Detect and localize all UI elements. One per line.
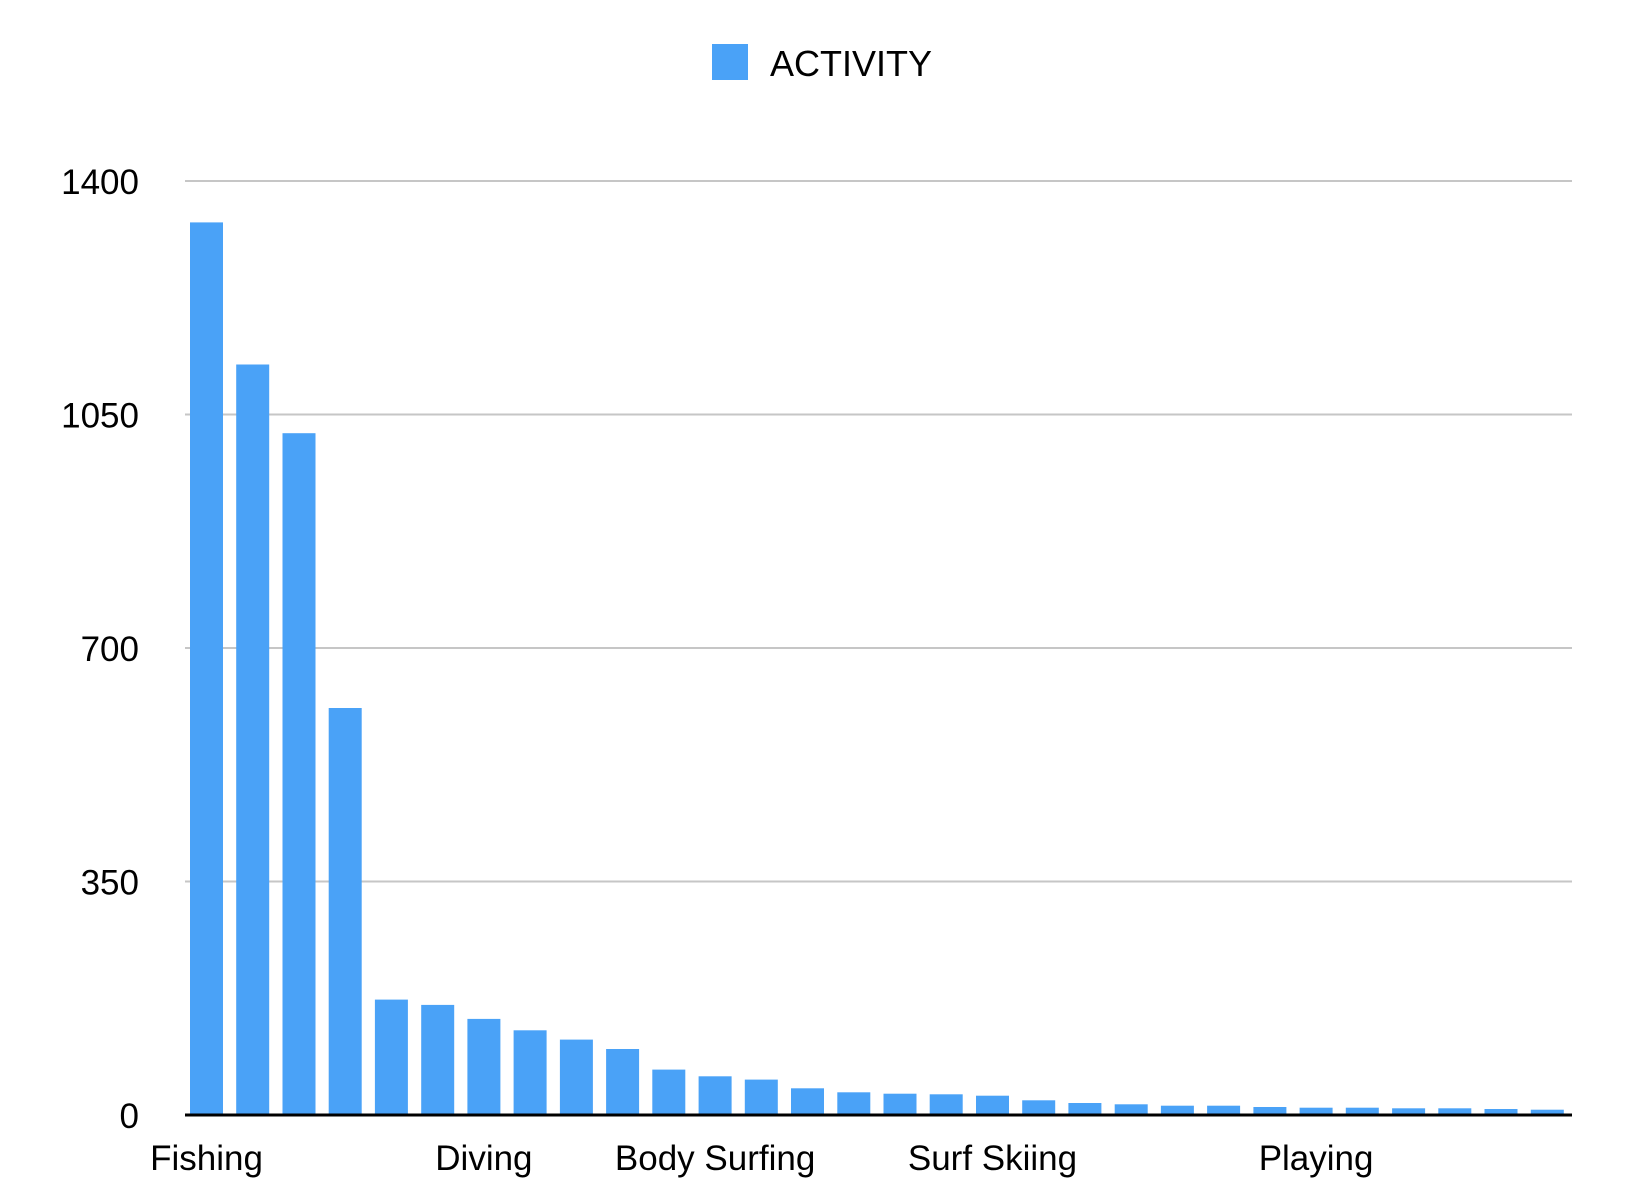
y-tick-label: 1050: [61, 397, 139, 436]
bar: [652, 1069, 686, 1115]
y-tick-label: 350: [81, 864, 139, 903]
x-tick-label: Body Surfing: [615, 1139, 815, 1178]
bars: [190, 222, 1564, 1115]
legend-label: ACTIVITY: [770, 43, 932, 84]
bar: [1484, 1109, 1518, 1115]
x-tick-label: Fishing: [150, 1139, 263, 1178]
y-tick-label: 0: [120, 1097, 139, 1136]
bar: [1160, 1105, 1194, 1115]
x-tick-label: Playing: [1259, 1139, 1374, 1178]
y-tick-label: 1400: [61, 163, 139, 202]
bar: [1068, 1103, 1102, 1115]
y-axis-ticks: 0 350 700 1050 1400: [61, 163, 139, 1136]
gridlines: [185, 180, 1572, 883]
bar: [559, 1039, 593, 1115]
bar: [929, 1094, 963, 1115]
bar: [421, 1004, 455, 1115]
bar: [1530, 1109, 1564, 1115]
x-axis-ticks: Fishing Diving Body Surfing Surf Skiing Play…: [150, 1139, 1373, 1178]
x-tick-label: Diving: [435, 1139, 532, 1178]
bar: [1438, 1108, 1472, 1115]
bar: [1114, 1104, 1148, 1115]
bar: [837, 1092, 871, 1115]
bar: [513, 1030, 547, 1115]
legend-swatch: [712, 44, 748, 80]
bar: [328, 708, 362, 1115]
x-tick-label: Surf Skiing: [908, 1139, 1077, 1178]
bar: [1253, 1107, 1287, 1115]
bar: [883, 1093, 917, 1115]
bar: [698, 1076, 732, 1115]
bar: [1345, 1107, 1379, 1115]
bar: [606, 1049, 640, 1115]
legend: ACTIVITY: [712, 43, 932, 84]
bar: [791, 1088, 824, 1115]
bar: [236, 364, 270, 1115]
bar: [282, 433, 316, 1115]
bar: [976, 1095, 1009, 1115]
bar: [1022, 1100, 1056, 1115]
bar: [467, 1018, 501, 1115]
bar: [190, 222, 223, 1115]
bar: [1207, 1105, 1241, 1115]
y-tick-label: 700: [81, 630, 139, 669]
bar: [1392, 1108, 1426, 1115]
bar: [744, 1079, 778, 1115]
bar: [1299, 1107, 1333, 1115]
bar: [374, 999, 408, 1115]
